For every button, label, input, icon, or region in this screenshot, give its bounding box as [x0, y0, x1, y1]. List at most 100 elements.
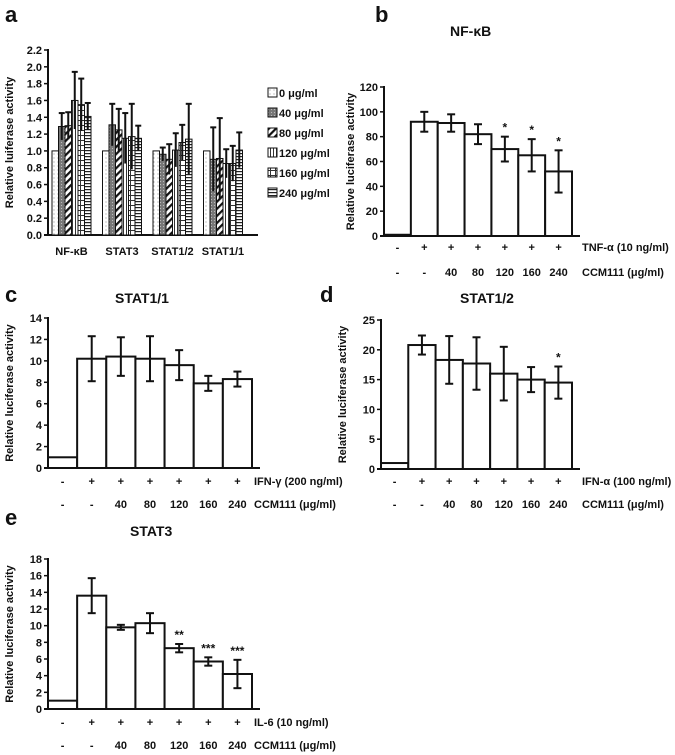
y-tick-label: 0	[36, 463, 42, 475]
bar	[163, 647, 195, 711]
y-tick-label: 15	[363, 375, 375, 387]
y-tick-label: 6	[36, 654, 42, 666]
y-axis-label: Relative luciferase activity	[337, 325, 349, 463]
bar	[84, 115, 92, 236]
row1-value: +	[234, 717, 240, 729]
y-tick-label: 40	[366, 181, 378, 193]
row2-value: 120	[496, 267, 514, 279]
bar	[134, 137, 142, 236]
y-tick-label: 14	[30, 313, 43, 325]
bar	[409, 120, 439, 237]
row1-value: +	[205, 476, 211, 488]
y-tick-label: 8	[36, 377, 42, 389]
row1-value: +	[88, 476, 94, 488]
row1-label: IL-6 (10 ng/ml)	[254, 717, 329, 729]
chart-title: STAT1/1	[115, 290, 169, 306]
row1-value: +	[448, 242, 454, 254]
row1-value: -	[61, 717, 65, 729]
row2-value: 40	[115, 740, 127, 752]
row1-value: +	[502, 242, 508, 254]
bar	[76, 594, 108, 711]
y-axis-label: Relative luciferase activity	[345, 92, 357, 230]
row2-value: 240	[228, 499, 246, 511]
y-tick-label: 1.6	[27, 95, 42, 107]
y-axis-label: Relative luciferase activity	[4, 323, 16, 461]
y-tick-label: 1.4	[27, 112, 43, 124]
row2-value: 240	[549, 499, 567, 511]
x-tick-label: STAT1/1	[202, 246, 244, 258]
row2-value: 160	[199, 499, 217, 511]
row1-value: +	[147, 717, 153, 729]
panel-label: a	[5, 2, 18, 27]
bar	[102, 150, 110, 236]
bar	[47, 456, 79, 469]
x-tick-label: STAT1/2	[151, 246, 193, 258]
row2-value: -	[420, 499, 424, 511]
row2-value: -	[90, 740, 94, 752]
y-tick-label: 2	[36, 442, 42, 454]
bar	[159, 153, 167, 236]
bar	[152, 150, 160, 236]
y-tick-label: 80	[366, 132, 378, 144]
chart-title: STAT1/2	[460, 290, 514, 306]
y-tick-label: 14	[30, 587, 43, 599]
row1-value: +	[176, 717, 182, 729]
y-tick-label: 4	[36, 420, 43, 432]
row1-value: +	[475, 242, 481, 254]
row2-value: -	[61, 499, 65, 511]
y-tick-label: 10	[363, 404, 375, 416]
row1-label: IFN-γ (200 ng/ml)	[254, 476, 343, 488]
y-tick-label: 120	[360, 82, 378, 94]
chart-title: STAT3	[130, 523, 172, 539]
significance-marker: ***	[230, 644, 244, 658]
y-tick-label: 0.0	[27, 230, 42, 242]
significance-marker: *	[556, 350, 561, 364]
bar	[58, 126, 66, 236]
panel-label: b	[375, 2, 388, 27]
legend-label: 80 μg/ml	[279, 128, 324, 140]
bar	[380, 462, 410, 471]
legend-swatch	[267, 187, 278, 198]
significance-marker: ***	[201, 641, 215, 655]
row2-value: 160	[199, 740, 217, 752]
row1-value: +	[446, 476, 452, 488]
row2-label: CCM111 (μg/ml)	[582, 267, 664, 279]
row1-value: -	[393, 476, 397, 488]
row1-value: +	[528, 242, 534, 254]
row1-value: +	[555, 242, 561, 254]
row2-value: -	[393, 499, 397, 511]
legend-swatch	[267, 87, 278, 98]
legend-label: 120 μg/ml	[279, 148, 330, 160]
row1-value: +	[147, 476, 153, 488]
row2-label: CCM111 (μg/ml)	[254, 499, 336, 511]
legend-swatch	[267, 147, 278, 158]
panel-label: e	[5, 505, 17, 530]
bar	[134, 622, 166, 711]
row2-label: CCM111 (μg/ml)	[582, 499, 664, 511]
row1-value: +	[176, 476, 182, 488]
y-tick-label: 25	[363, 315, 375, 327]
y-tick-label: 10	[30, 621, 42, 633]
y-tick-label: 0.4	[27, 196, 43, 208]
row1-value: +	[528, 476, 534, 488]
panel-label: d	[320, 282, 333, 307]
y-tick-label: 1.8	[27, 79, 42, 91]
y-tick-label: 1.0	[27, 146, 42, 158]
legend-label: 160 μg/ml	[279, 168, 330, 180]
y-tick-label: 10	[30, 356, 42, 368]
row2-value: 240	[549, 267, 567, 279]
row2-value: -	[396, 267, 400, 279]
x-tick-label: NF-κB	[55, 246, 87, 258]
y-tick-label: 20	[363, 345, 375, 357]
legend-swatch	[267, 127, 278, 138]
y-tick-label: 0.6	[27, 180, 42, 192]
significance-marker: *	[503, 121, 508, 135]
y-tick-label: 0	[372, 231, 378, 243]
bar	[383, 233, 412, 237]
bar	[64, 125, 72, 236]
x-tick-label: STAT3	[105, 246, 138, 258]
row1-value: +	[421, 242, 427, 254]
y-tick-label: 12	[30, 604, 42, 616]
